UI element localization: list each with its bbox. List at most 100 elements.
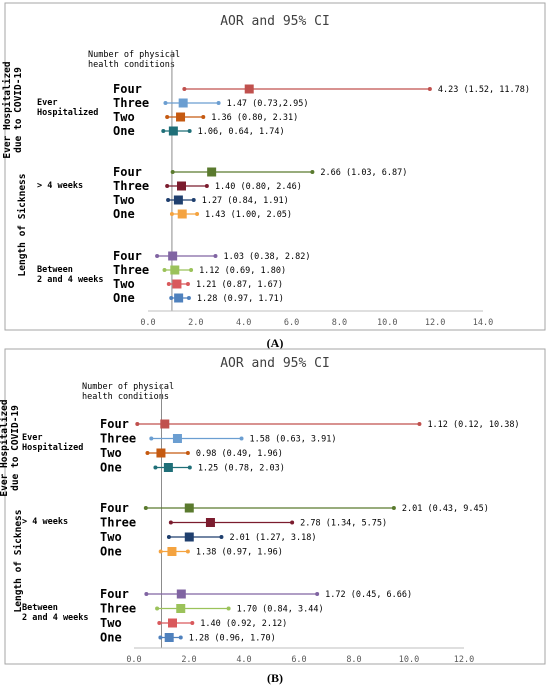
x-tick-label: 2.0: [181, 655, 196, 665]
point-estimate: [177, 209, 187, 219]
ci-upper-cap: [191, 198, 196, 202]
ci-upper-cap: [310, 170, 315, 174]
x-tick-label: 6.0: [291, 655, 306, 665]
estimate-label: 1.28 (0.97, 1.71): [197, 294, 284, 304]
estimate-label: 1.06, 0.64, 1.74): [198, 127, 285, 137]
ci-upper-cap: [185, 549, 190, 554]
point-estimate: [173, 195, 183, 205]
ci-lower-cap: [158, 635, 163, 640]
point-estimate: [184, 503, 194, 513]
point-estimate: [167, 547, 177, 556]
group-label-0: Ever: [37, 98, 57, 108]
category-label-one: One: [113, 291, 135, 305]
side-label-line: due to COVID-19: [13, 67, 24, 153]
side-label-line: due to COVID-19: [10, 405, 21, 491]
category-label-two: Two: [100, 446, 122, 460]
estimate-label: 1.43 (1.00, 2.05): [205, 210, 292, 220]
x-tick-label: 12.0: [454, 655, 474, 665]
category-label-three: Three: [100, 516, 136, 530]
chart-frame: [4, 348, 546, 665]
ci-lower-cap: [143, 506, 148, 510]
estimate-label: 0.98 (0.49, 1.96): [196, 449, 283, 459]
side-label-line: Ever Hospitalized: [0, 399, 10, 497]
chart-panel-b: AOR and 95% CI Number of physical health c…: [0, 346, 550, 689]
point-estimate: [170, 265, 180, 275]
category-label-one: One: [113, 207, 135, 221]
ci-upper-cap: [185, 282, 190, 286]
estimate-label: 1.58 (0.63, 3.91): [250, 435, 337, 445]
ci-upper-cap: [219, 535, 224, 539]
category-label-three: Three: [100, 602, 136, 616]
estimate-label: 1.03 (0.38, 2.82): [223, 252, 310, 262]
point-estimate: [174, 293, 184, 303]
ci-upper-cap: [204, 184, 209, 188]
x-tick-label: 0.0: [126, 655, 141, 665]
point-estimate: [172, 434, 182, 443]
estimate-label: 1.12 (0.12, 10.38): [427, 420, 519, 430]
point-estimate: [184, 532, 194, 542]
ci-lower-cap: [168, 520, 173, 525]
panel-caption-b: (B): [267, 671, 283, 685]
chart-panel-a: AOR and 95% CI Number of physical health c…: [2, 2, 546, 350]
estimate-label: 2.01 (0.43, 9.45): [402, 504, 489, 514]
ci-lower-cap: [166, 198, 171, 202]
category-label-four: Four: [100, 501, 129, 515]
point-estimate: [168, 126, 178, 136]
category-label-one: One: [113, 124, 135, 138]
category-label-four: Four: [100, 587, 129, 601]
estimate-label: 1.25 (0.78, 2.03): [198, 464, 285, 474]
x-tick-label: 4.0: [236, 655, 251, 665]
x-tick-label: 8.0: [332, 318, 347, 328]
ci-upper-cap: [226, 606, 231, 611]
estimate-label: 1.40 (0.80, 2.46): [215, 182, 302, 192]
chart-title: AOR and 95% CI: [220, 356, 330, 371]
ci-lower-cap: [182, 87, 187, 91]
column-header-line: Number of physical: [88, 50, 180, 60]
ci-lower-cap: [166, 282, 171, 286]
side-label-1: Length of Sickness: [13, 510, 24, 613]
ci-lower-cap: [144, 592, 149, 596]
ci-upper-cap: [186, 296, 191, 300]
side-label-line: Length of Sickness: [13, 510, 24, 613]
ci-lower-cap: [165, 184, 170, 188]
x-tick-label: 4.0: [236, 318, 251, 328]
ci-upper-cap: [187, 129, 192, 133]
group-label-0: Hospitalized: [22, 442, 83, 453]
point-estimate: [172, 279, 182, 289]
group-label-2: 2 and 4 weeks: [37, 275, 104, 285]
group-label-2: Between: [22, 603, 58, 613]
ci-upper-cap: [417, 422, 422, 426]
category-label-four: Four: [100, 417, 129, 431]
ci-lower-cap: [169, 212, 174, 216]
ci-upper-cap: [315, 592, 320, 596]
estimate-label: 1.27 (0.84, 1.91): [202, 196, 289, 206]
ci-upper-cap: [213, 254, 218, 258]
category-label-two: Two: [100, 616, 122, 630]
category-label-three: Three: [113, 263, 149, 277]
x-tick-label: 10.0: [377, 318, 397, 328]
category-label-one: One: [100, 631, 122, 645]
group-label-2: 2 and 4 weeks: [22, 613, 89, 623]
x-tick-label: 6.0: [284, 318, 299, 328]
category-label-two: Two: [113, 193, 135, 207]
ci-upper-cap: [190, 621, 195, 625]
category-label-three: Three: [100, 432, 136, 446]
ci-upper-cap: [216, 101, 221, 105]
point-estimate: [178, 98, 188, 108]
column-header-line: health conditions: [88, 60, 175, 70]
estimate-label: 1.36 (0.80, 2.31): [211, 113, 298, 123]
category-label-three: Three: [113, 96, 149, 110]
x-tick-label: 2.0: [188, 318, 203, 328]
point-estimate: [207, 167, 217, 177]
category-label-one: One: [100, 461, 122, 475]
group-label-1: > 4 weeks: [22, 517, 68, 527]
point-estimate: [176, 589, 186, 599]
point-estimate: [205, 518, 215, 527]
ci-lower-cap: [165, 115, 170, 119]
category-label-one: One: [100, 545, 122, 559]
category-label-two: Two: [113, 277, 135, 291]
ci-lower-cap: [145, 451, 150, 455]
x-tick-label: 0.0: [140, 318, 155, 328]
estimate-label: 1.12 (0.69, 1.80): [199, 266, 286, 276]
x-tick-label: 14.0: [473, 318, 493, 328]
